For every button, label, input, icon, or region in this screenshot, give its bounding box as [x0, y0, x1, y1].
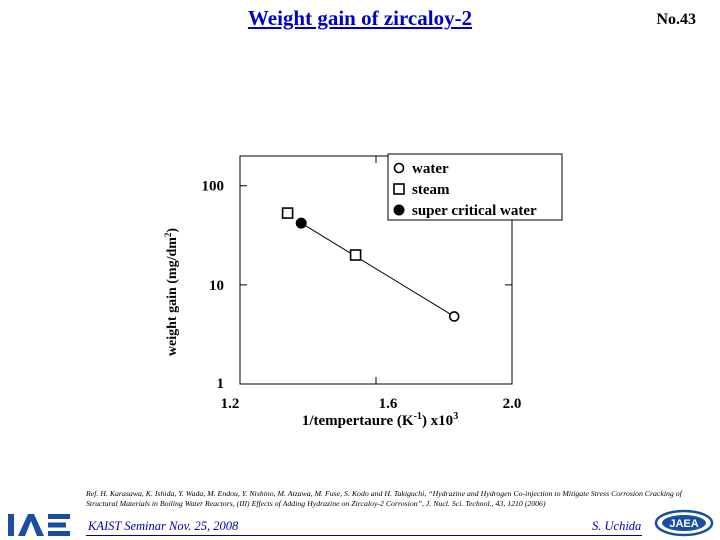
trend-line — [300, 222, 455, 317]
data-point-open-square — [349, 249, 362, 261]
x-axis-label-mid: ) x10 — [422, 413, 453, 429]
data-point-open-square — [281, 207, 294, 219]
y-axis-label-main: weight gain (mg/dm — [165, 237, 180, 356]
legend-marker — [393, 162, 405, 174]
x-axis-label: 1/tempertaure (K-1) x103 — [302, 411, 458, 429]
data-point-filled-circle — [295, 217, 307, 229]
x-axis-label-sup1: -1 — [414, 411, 422, 422]
legend-marker — [393, 183, 405, 195]
y-axis-label-sup: 2 — [163, 232, 173, 237]
legend: water steam super critical water — [387, 153, 563, 221]
slide-number: No.43 — [656, 11, 696, 28]
axis-tick-labels: 1.2 1.6 2.0 1 10 100 — [202, 179, 522, 412]
y-tick-label: 100 — [202, 179, 225, 195]
y-tick-label: 1 — [217, 376, 225, 392]
jaea-logo-text: JAEA — [669, 518, 698, 530]
footer-author: S. Uchida — [592, 519, 642, 533]
y-axis-label-end: ) — [165, 228, 180, 233]
reference-citation: Ref. H. Karasawa, K. Ishida, Y. Wada, M.… — [86, 489, 682, 508]
legend-box — [387, 153, 563, 221]
x-tick-label: 1.2 — [221, 396, 240, 412]
slide-title: Weight gain of zircaloy-2 — [247, 6, 473, 30]
x-tick-label: 2.0 — [503, 396, 522, 412]
legend-label: water — [412, 161, 449, 177]
iae-logo — [8, 514, 70, 536]
legend-label: steam — [412, 182, 450, 198]
y-tick-label: 10 — [209, 278, 224, 294]
data-point-open-circle — [448, 311, 460, 322]
jaea-logo: JAEA — [654, 509, 714, 537]
x-axis-label-main: 1/tempertaure (K — [302, 413, 414, 429]
legend-label: super critical water — [412, 203, 537, 219]
footer-event: KAIST Seminar Nov. 25, 2008 — [88, 519, 239, 533]
legend-marker — [393, 204, 405, 216]
y-axis-label: weight gain (mg/dm2) — [163, 228, 180, 357]
data-points — [281, 207, 460, 322]
x-axis-label-sup2: 3 — [453, 411, 458, 422]
x-tick-label: 1.6 — [379, 396, 398, 412]
footer-divider — [86, 535, 642, 536]
